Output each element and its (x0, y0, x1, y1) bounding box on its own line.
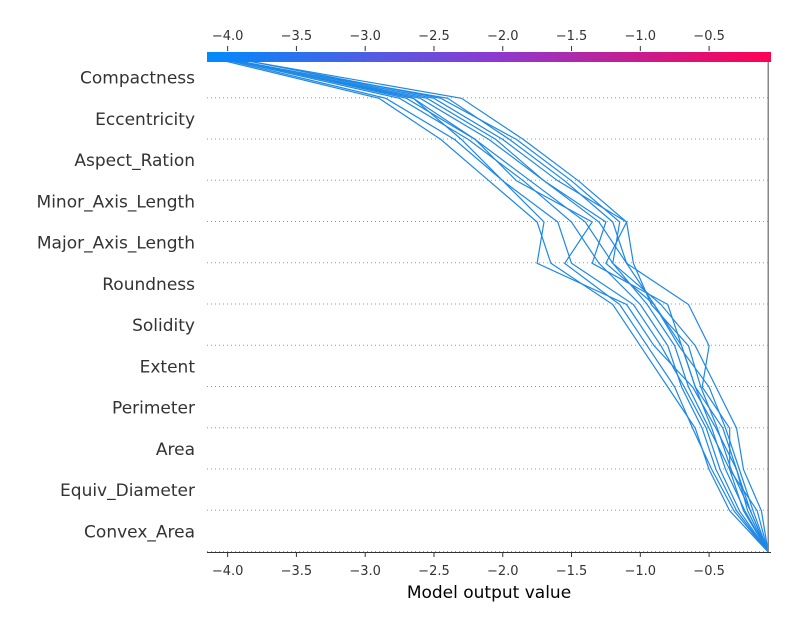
decision-line (210, 56, 769, 553)
top-tick-label: −1.5 (556, 29, 588, 44)
decision-line (217, 56, 769, 553)
x-tick-label: −3.5 (281, 564, 313, 579)
decision-line (220, 56, 769, 553)
feature-label: Convex_Area (84, 522, 195, 542)
x-tick-label: −1.0 (625, 564, 657, 579)
feature-label: Area (156, 440, 195, 460)
top-tick-label: −3.5 (281, 29, 313, 44)
x-axis-label: Model output value (407, 583, 571, 603)
top-tick-label: −2.0 (487, 29, 519, 44)
decision-line (208, 56, 769, 553)
feature-label: Perimeter (112, 399, 195, 419)
feature-labels: Convex_Area Equiv_Diameter Area Perimeter Ex… (37, 69, 196, 543)
feature-label: Extent (140, 357, 196, 377)
feature-label: Minor_Axis_Length (37, 192, 195, 212)
feature-label: Major_Axis_Length (37, 234, 195, 254)
decision-line (212, 56, 769, 553)
decision-lines (208, 56, 769, 553)
feature-label: Solidity (132, 316, 195, 336)
gridlines (207, 97, 771, 552)
feature-label: Eccentricity (95, 110, 195, 130)
decision-line (219, 56, 769, 553)
decision-line (215, 56, 769, 553)
x-tick-label: −0.5 (693, 564, 725, 579)
feature-label: Aspect_Ration (74, 151, 195, 171)
top-tick-label: −1.0 (625, 29, 657, 44)
feature-label: Roundness (102, 275, 195, 295)
decision-line (213, 56, 769, 553)
x-axis: −4.0 −4.0 −3.5 −3.5 −3.0 −3.0 −2.5 −2.5 −2.0 −2.0… (207, 29, 771, 579)
top-tick-label: −4.0 (212, 29, 244, 44)
x-tick-label: −4.0 (212, 564, 244, 579)
decision-line (216, 56, 769, 553)
x-tick-label: −1.5 (556, 564, 588, 579)
decision-line (227, 56, 769, 553)
x-tick-label: −2.0 (487, 564, 519, 579)
feature-label: Compactness (80, 69, 195, 89)
decision-line (224, 56, 769, 553)
color-bar (207, 52, 771, 62)
feature-label: Equiv_Diameter (60, 481, 195, 501)
top-tick-label: −0.5 (693, 29, 725, 44)
x-tick-label: −2.5 (418, 564, 450, 579)
top-tick-label: −3.0 (349, 29, 381, 44)
x-tick-label: −3.0 (349, 564, 381, 579)
top-tick-label: −2.5 (418, 29, 450, 44)
